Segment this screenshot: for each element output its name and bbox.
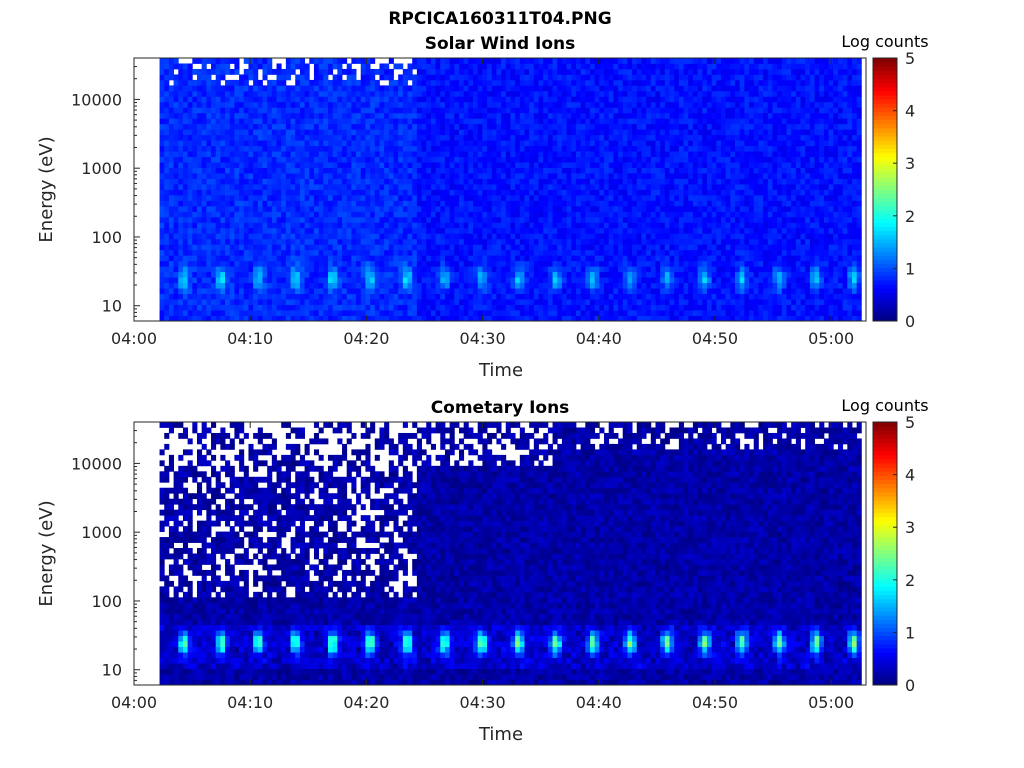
colorbar-tick-label: 2 — [905, 207, 915, 226]
x-tick-label: 04:00 — [111, 329, 157, 348]
x-tick-label: 04:40 — [576, 329, 622, 348]
y-axis-label: Energy (eV) — [36, 136, 57, 242]
colorbar-frame — [872, 57, 898, 322]
panel-title: Solar Wind Ions — [425, 34, 576, 54]
y-tick-label: 1000 — [81, 159, 122, 178]
colorbar-tick-label: 4 — [905, 466, 915, 485]
colorbar-tick-label: 3 — [905, 518, 915, 537]
colorbar-tick-label: 1 — [905, 259, 915, 278]
colorbar-label: Log counts — [841, 32, 928, 51]
x-tick-label: 04:10 — [227, 693, 273, 712]
axes-frame — [133, 421, 867, 686]
y-axis-label: Energy (eV) — [36, 500, 57, 606]
x-tick-label: 04:50 — [692, 693, 738, 712]
x-tick-label: 04:00 — [111, 693, 157, 712]
colorbar-label: Log counts — [841, 396, 928, 415]
solar-wind-panel: Solar Wind Ions 04:00 04:10 04:20 04:30 04:40… — [36, 32, 929, 381]
y-tick-label: 100 — [91, 592, 122, 611]
x-tick-label: 04:30 — [460, 693, 506, 712]
colorbar — [873, 58, 897, 322]
y-tick-label: 10000 — [71, 454, 122, 473]
colorbar-tick-label: 3 — [905, 154, 915, 173]
y-tick-label: 10 — [102, 297, 122, 316]
panel-title: Cometary Ions — [431, 398, 570, 418]
colorbar-tick-label: 4 — [905, 102, 915, 121]
x-tick-label: 05:00 — [808, 329, 854, 348]
heatmap-cells — [159, 422, 862, 686]
heatmap-cells — [159, 58, 862, 322]
x-axis-label: Time — [478, 360, 523, 381]
y-tick-label: 1000 — [81, 523, 122, 542]
x-tick-label: 05:00 — [808, 693, 854, 712]
x-tick-label: 04:10 — [227, 329, 273, 348]
y-tick-label: 10000 — [71, 90, 122, 109]
colorbar-tick-label: 0 — [905, 312, 915, 331]
x-tick-label: 04:50 — [692, 329, 738, 348]
y-tick-label: 100 — [91, 228, 122, 247]
colorbar-tick-label: 0 — [905, 676, 915, 695]
x-axis-label: Time — [478, 724, 523, 745]
colorbar-tick-label: 5 — [905, 49, 915, 68]
colorbar-tick-label: 1 — [905, 623, 915, 642]
x-tick-label: 04:20 — [343, 693, 389, 712]
x-tick-label: 04:20 — [343, 329, 389, 348]
colorbar-tick-label: 5 — [905, 413, 915, 432]
colorbar — [873, 422, 897, 686]
colorbar-frame — [872, 421, 898, 686]
x-tick-label: 04:40 — [576, 693, 622, 712]
y-tick-label: 10 — [102, 661, 122, 680]
axes-frame — [133, 57, 867, 322]
figure-title: RPCICA160311T04.PNG — [388, 9, 611, 29]
colorbar-tick-label: 2 — [905, 571, 915, 590]
x-tick-label: 04:30 — [460, 329, 506, 348]
